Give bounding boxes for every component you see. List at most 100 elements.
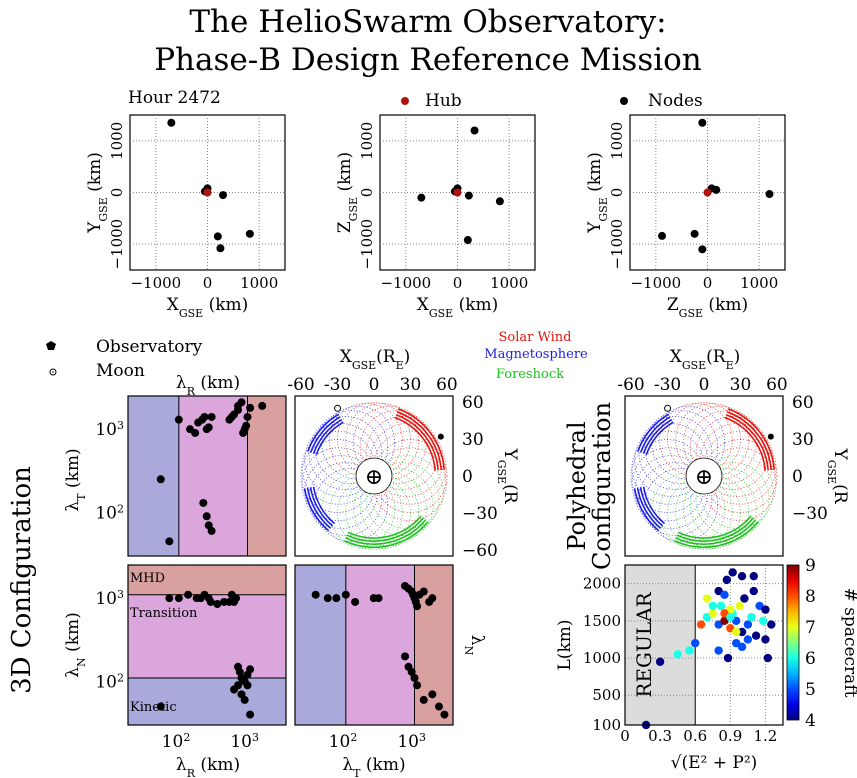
regularity-axis-label: √(E² + P²)	[671, 753, 758, 773]
orbit3d-ylabel: YGSE(R	[496, 447, 521, 504]
panel-frame	[127, 395, 287, 557]
region-kinetic	[128, 396, 179, 556]
x-tick: 0.6	[683, 727, 707, 745]
x-decade-tick: 102	[329, 731, 358, 753]
moon-legend-dot	[52, 371, 54, 373]
regularity-point	[714, 646, 723, 655]
orbit-arc	[396, 411, 442, 471]
orbit-track	[638, 462, 713, 536]
x-tick: 0	[620, 727, 630, 745]
region-foreshock: Foreshock	[496, 367, 564, 382]
orbit-x-tick: 30	[400, 375, 422, 395]
y-decade-tick: 102	[95, 502, 124, 524]
orbit3d-y-tick: −30	[462, 504, 498, 524]
scatter-point	[234, 681, 243, 690]
node-point	[698, 245, 707, 254]
y-tick: 2000	[583, 575, 621, 593]
orbit-x-tick: -30	[654, 375, 681, 395]
observatory-legend-label: Observatory	[96, 337, 203, 357]
node-point	[417, 193, 426, 202]
regularity-point	[655, 657, 665, 666]
observatory-marker	[437, 433, 444, 440]
moon-legend-label: Moon	[96, 361, 145, 381]
lambdaN-axis-label: λN (km)	[63, 612, 88, 678]
regularity-point	[747, 612, 756, 622]
orbit-arc	[639, 487, 664, 527]
orbit-arc	[636, 487, 662, 529]
orbit-arc	[397, 408, 446, 470]
region-kinetic-label: Kinetic	[130, 700, 177, 715]
config-poly-label-1: Polyhedral	[563, 421, 591, 550]
y-tick: 500	[592, 686, 621, 704]
x-decade-tick: 103	[230, 731, 259, 753]
regularity-point	[749, 586, 758, 596]
orbit-arc	[633, 488, 660, 532]
scatter-point	[434, 702, 443, 711]
orbit-x-tick: -30	[324, 375, 351, 395]
regularity-point	[740, 594, 749, 603]
orbit-arc	[645, 421, 674, 456]
region-mhd	[128, 565, 286, 595]
orbit-arc	[312, 486, 336, 525]
orbit3d-y-tick: 60	[462, 393, 484, 413]
node-point	[216, 244, 225, 253]
region-magnetosphere: Magnetosphere	[484, 347, 588, 362]
scatter-point	[156, 702, 165, 711]
panel-lambdaR-lambdaT: 102 103 λR (km) λT (km)	[63, 373, 287, 557]
orbit-track	[359, 468, 434, 542]
moon-marker	[334, 404, 342, 412]
orbit-arc	[309, 416, 341, 453]
regularity-point	[743, 635, 753, 644]
earth-icon: ⊕	[695, 465, 713, 490]
orbit-arc	[637, 413, 670, 452]
y-decade-tick: 102	[95, 671, 124, 693]
regularity-point	[726, 612, 735, 622]
y-tick: 1500	[583, 612, 621, 630]
x-decade-tick: 103	[397, 731, 426, 753]
orbit-arc	[346, 517, 424, 542]
orbit-arc	[395, 413, 439, 471]
regularity-point	[708, 601, 717, 611]
scatter-point	[413, 602, 422, 611]
panel-frame	[127, 564, 287, 726]
y-axis-label: YGSE (km)	[585, 152, 610, 234]
colorbar-tick: 8	[805, 587, 816, 607]
regularity-point	[749, 571, 758, 581]
top-panel-3: −1000−1000 0 0 1000 1000 ZGSE (km) YGSE (km)	[585, 114, 786, 320]
node-point	[495, 197, 504, 206]
orbit-arc	[307, 413, 340, 452]
orbit-arc	[676, 517, 754, 542]
orbit-arc	[306, 487, 332, 529]
colorbar	[786, 564, 800, 721]
region-kinetic	[295, 565, 346, 725]
x-tick: 0.3	[648, 727, 672, 745]
node-point	[698, 118, 707, 127]
regularity-point	[761, 605, 770, 614]
x-decade-tick: 102	[162, 731, 191, 753]
orbit-track	[638, 416, 713, 490]
scatter-point	[341, 590, 350, 599]
regularity-point	[716, 601, 726, 611]
scatter-point	[419, 695, 428, 704]
y-axis-label: ZGSE (km)	[335, 152, 360, 233]
orbit-x-tick: -60	[617, 375, 644, 395]
y-tick: 1000	[583, 649, 621, 667]
lambdaR-top-label: λR (km)	[176, 373, 240, 398]
scatter-point	[199, 498, 208, 507]
scatter-point	[204, 423, 213, 432]
hub-point	[203, 188, 212, 197]
scatter-point	[165, 537, 174, 546]
legend-hub-marker	[401, 97, 409, 105]
scatter-point	[202, 512, 211, 521]
x-axis-label: XGSE (km)	[167, 295, 249, 320]
orbit-arc	[677, 515, 752, 539]
orbit-arc	[642, 418, 673, 454]
orbit-arc	[303, 488, 330, 532]
scatter-point	[401, 652, 410, 661]
panel-regularity: REGULAR 2000 1500 1000 500 1000 0.3 0.6 0.9 1.2 L(…	[555, 556, 857, 773]
scatter-point	[413, 681, 422, 690]
scatter-point	[191, 428, 200, 437]
